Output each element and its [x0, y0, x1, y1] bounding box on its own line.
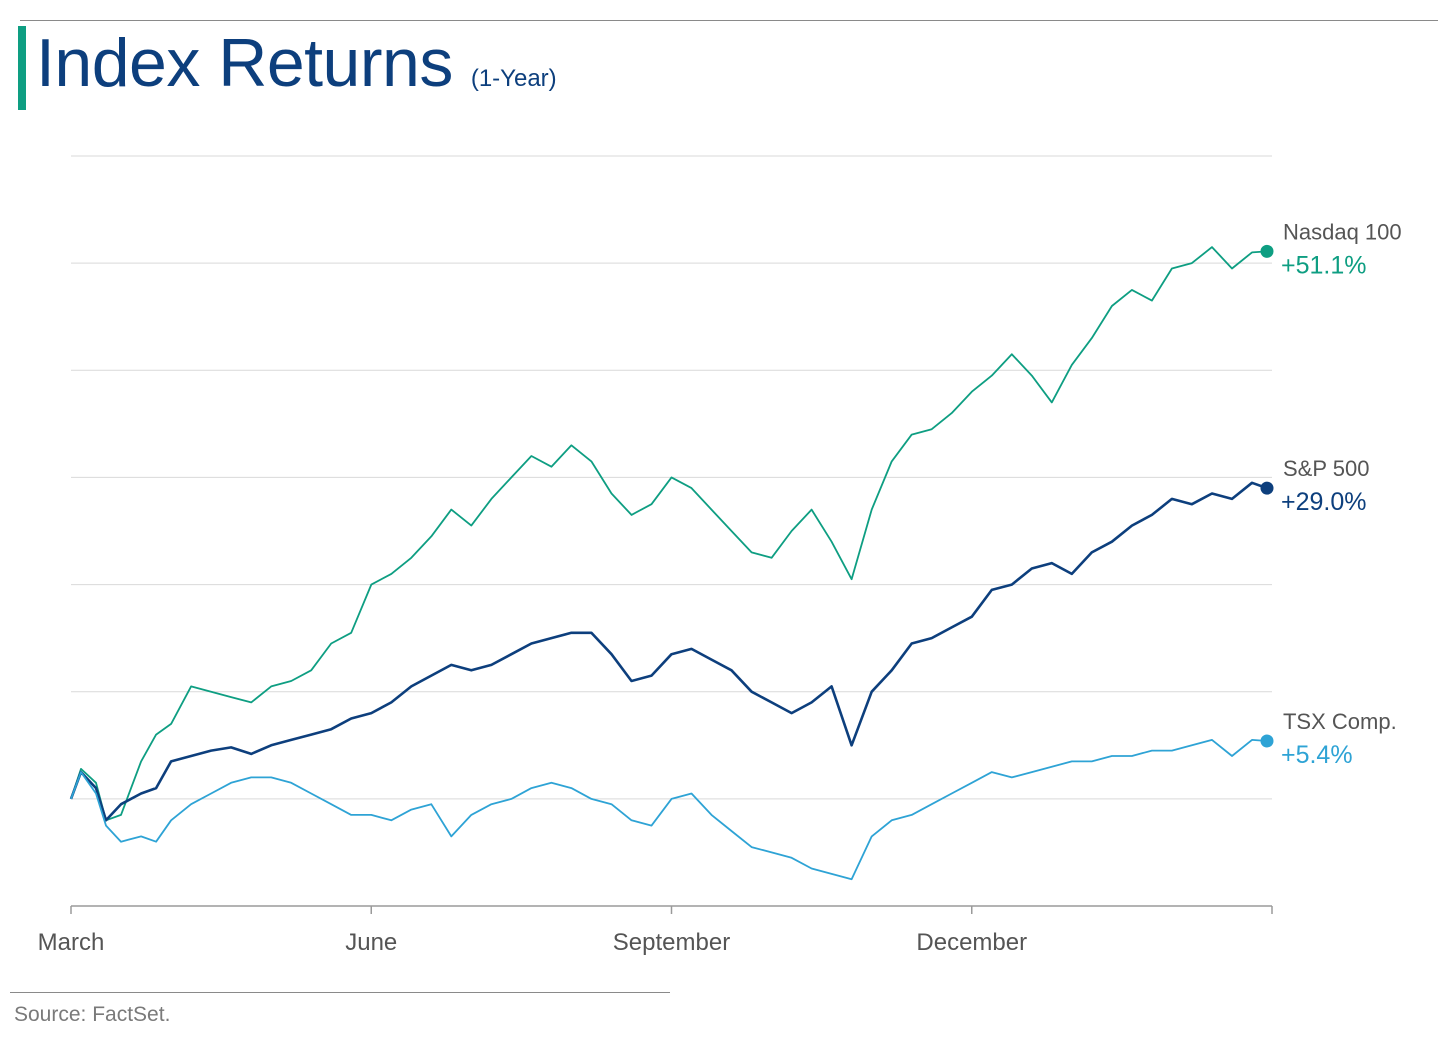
chart-subtitle: (1-Year) [470, 65, 557, 92]
chart-title: Index Returns [36, 25, 453, 101]
series-value-label: +29.0% [1281, 488, 1367, 516]
x-tick-label: September [613, 929, 730, 956]
x-tick-label: December [916, 929, 1027, 956]
source-rule [10, 992, 670, 993]
series-line [70, 246, 1268, 822]
series-end-dot [1260, 244, 1274, 258]
series-value-label: +51.1% [1281, 251, 1367, 279]
series-lines [69, 244, 1274, 881]
series-name-label: Nasdaq 100 [1283, 219, 1402, 244]
top-rule [20, 20, 1438, 21]
title-accent-bar [18, 26, 26, 110]
source-note: Source: FactSet. [14, 1003, 171, 1026]
x-tick-label: March [38, 929, 105, 956]
series-name-label: S&P 500 [1283, 456, 1369, 481]
x-tick-label: June [345, 929, 397, 956]
series-end-dot [1260, 734, 1274, 748]
chart-header: Index Returns (1-Year) [36, 24, 557, 102]
series-value-label: +5.4% [1281, 741, 1353, 769]
series-name-label: TSX Comp. [1283, 709, 1397, 734]
series-labels: Nasdaq 100 +51.1% S&P 500 +29.0% TSX Comp. +5… [1281, 219, 1402, 769]
series-line [70, 739, 1268, 881]
series-end-dot [1260, 481, 1274, 495]
series-line [69, 481, 1268, 822]
x-axis: March June September December [38, 905, 1273, 956]
